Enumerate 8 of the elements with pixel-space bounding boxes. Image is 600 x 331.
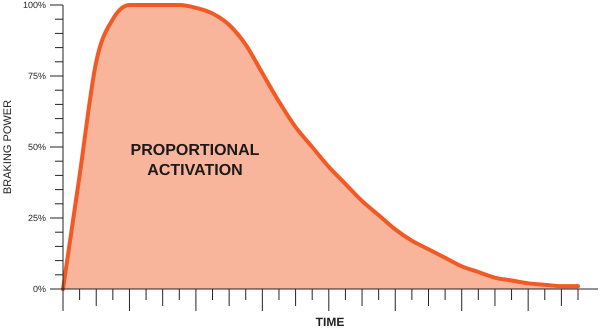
y-axis-title: BRAKING POWER	[2, 100, 14, 194]
y-tick-label: 75%	[28, 70, 46, 81]
y-tick-label: 0%	[32, 284, 46, 294]
y-tick-label: 50%	[28, 142, 46, 152]
annotation: PROPORTIONAL ACTIVATION	[130, 142, 260, 179]
x-axis-title: TIME	[316, 315, 344, 329]
y-tick-label: 100%	[22, 0, 46, 10]
y-tick-label: 25%	[28, 212, 46, 223]
